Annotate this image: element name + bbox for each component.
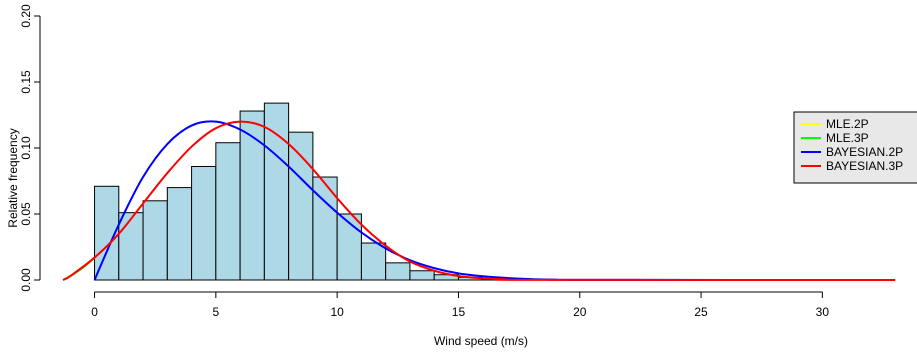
- histogram-bar: [118, 212, 144, 281]
- histogram-bar: [142, 200, 168, 281]
- histogram-bar: [166, 187, 193, 281]
- axes: 0 5 10 15 20 25 30 0.00 0.05 0.10 0.15 0.20: [19, 4, 829, 319]
- x-tick-label: 15: [452, 305, 466, 319]
- x-tick-label: 10: [330, 305, 344, 319]
- y-tick-label: 0.00: [19, 268, 33, 292]
- histogram-bar: [288, 131, 314, 281]
- x-axis-title: Wind speed (m/s): [434, 334, 528, 348]
- y-tick-label: 0.20: [19, 4, 33, 28]
- y-tick-label: 0.10: [19, 136, 33, 160]
- x-tick-label: 25: [694, 305, 708, 319]
- histogram-bar: [263, 102, 290, 281]
- y-axis-title: Relative frequency: [6, 128, 20, 227]
- histogram-bar: [385, 262, 411, 281]
- x-tick-label: 5: [212, 305, 219, 319]
- histogram-bar: [191, 165, 217, 281]
- legend-label: BAYESIAN.3P: [826, 159, 903, 173]
- x-axis-ticks: 0 5 10 15 20 25 30: [91, 292, 829, 319]
- histogram-bar: [409, 270, 435, 281]
- x-tick-label: 0: [91, 305, 98, 319]
- histogram-bar: [239, 110, 265, 281]
- legend-label: MLE.3P: [826, 131, 869, 145]
- histogram-bar: [215, 142, 241, 281]
- histogram-bar: [360, 242, 387, 281]
- legend-label: MLE.2P: [826, 117, 869, 131]
- curve-bayesian-3p: [62, 120, 896, 281]
- legend-label: BAYESIAN.2P: [826, 145, 903, 159]
- y-tick-label: 0.05: [19, 202, 33, 226]
- y-tick-label: 0.15: [19, 70, 33, 94]
- x-tick-label: 30: [816, 305, 830, 319]
- x-tick-label: 20: [573, 305, 587, 319]
- density-curves: [62, 120, 896, 281]
- y-axis-ticks: 0.00 0.05 0.10 0.15 0.20: [19, 4, 40, 292]
- histogram-bars: [94, 102, 532, 281]
